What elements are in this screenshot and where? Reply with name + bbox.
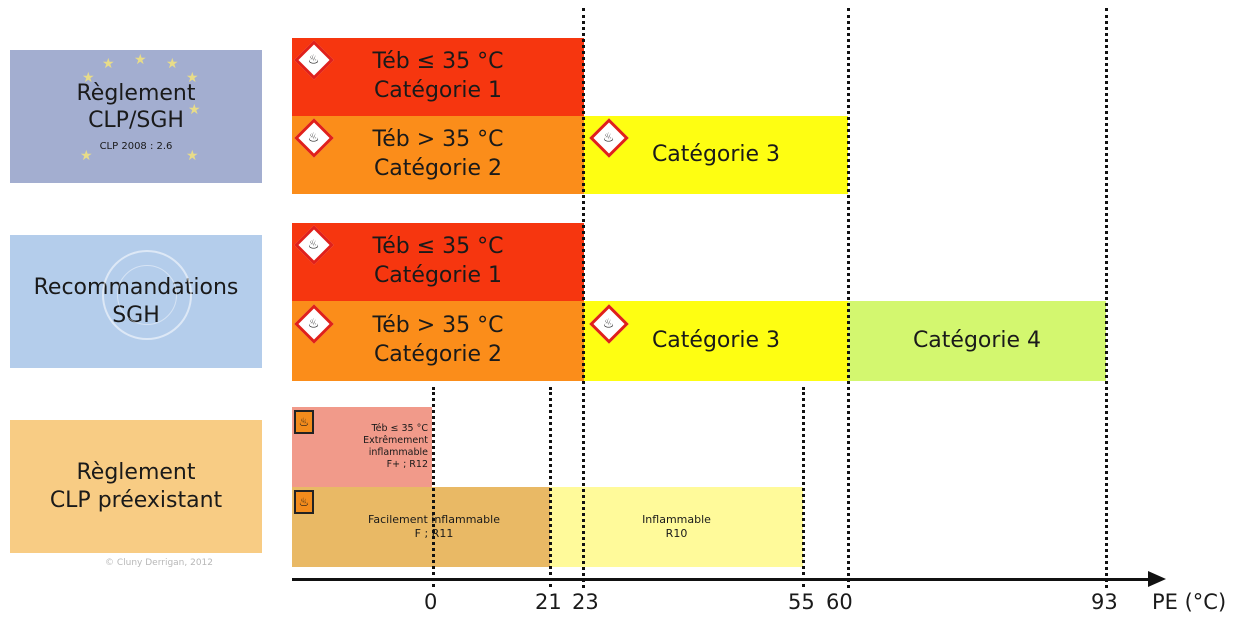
recommandations-cat3-label: Catégorie 3 bbox=[651, 327, 781, 353]
inflammable-line1: Inflammable bbox=[642, 512, 711, 526]
clp-sgh-cat3-label: Catégorie 3 bbox=[651, 141, 781, 167]
axis-arrow-icon bbox=[1148, 571, 1166, 587]
clp-sgh-cat2-bar: Téb > 35 °C Catégorie 2 bbox=[292, 116, 584, 194]
axis-tick-23: 23 bbox=[572, 590, 599, 614]
recommandations-cat4-bar: Catégorie 4 bbox=[848, 301, 1106, 381]
axis-tick-21: 21 bbox=[535, 590, 562, 614]
recommandations-cat1-line1: Téb ≤ 35 °C bbox=[372, 234, 504, 260]
guide-line-93 bbox=[1105, 8, 1108, 588]
clp-sgh-title-line2: CLP/SGH bbox=[88, 108, 184, 134]
recommandations-cat2-bar: Téb > 35 °C Catégorie 2 bbox=[292, 301, 584, 381]
facilement-inflammable-bar: Facilement inflammable F ; R11 bbox=[292, 487, 550, 567]
clp-sgh-cat3-bar: Catégorie 3 bbox=[584, 116, 848, 194]
axis-tick-60: 60 bbox=[826, 590, 853, 614]
inflammable-bar: Inflammable R10 bbox=[550, 487, 803, 567]
un-emblem-inner-icon bbox=[117, 265, 177, 325]
recommandations-cat1-bar: Téb ≤ 35 °C Catégorie 1 bbox=[292, 223, 584, 301]
clp-sgh-label: ★ ★ ★ ★ ★ ★ ★ ★ Règlement CLP/SGH CLP 2008 :… bbox=[10, 50, 262, 183]
preexistant-label: Règlement CLP préexistant bbox=[10, 420, 262, 553]
clp-sgh-cat2-line1: Téb > 35 °C bbox=[372, 127, 504, 153]
flame-square-icon: ♨ bbox=[294, 410, 314, 434]
axis-label: PE (°C) bbox=[1152, 590, 1227, 614]
clp-sgh-reference: CLP 2008 : 2.6 bbox=[99, 140, 173, 152]
recommandations-cat2-line1: Téb > 35 °C bbox=[372, 313, 504, 339]
clp-sgh-cat1-line1: Téb ≤ 35 °C bbox=[372, 49, 504, 75]
inflammable-line2: R10 bbox=[665, 527, 688, 540]
flame-square-icon: ♨ bbox=[294, 490, 314, 514]
axis-tick-0: 0 bbox=[424, 590, 438, 614]
clp-sgh-title-line1: Règlement bbox=[76, 80, 196, 106]
recommandations-cat3-bar: Catégorie 3 bbox=[584, 301, 848, 381]
un-emblem-icon bbox=[102, 250, 192, 340]
axis-tick-93: 93 bbox=[1091, 590, 1118, 614]
clp-sgh-cat1-bar: Téb ≤ 35 °C Catégorie 1 bbox=[292, 38, 584, 116]
guide-line-60 bbox=[847, 8, 850, 588]
preexistant-title-line1: Règlement bbox=[76, 460, 196, 485]
clp-sgh-cat1-line2: Catégorie 1 bbox=[373, 78, 503, 103]
guide-line-23 bbox=[582, 8, 585, 588]
extreme-line4: F+ ; R12 bbox=[386, 458, 428, 470]
extreme-line1: Téb ≤ 35 °C bbox=[371, 423, 428, 435]
pe-axis bbox=[292, 578, 1150, 581]
guide-line-21 bbox=[549, 387, 552, 587]
recommandations-cat1-line2: Catégorie 1 bbox=[373, 263, 503, 288]
axis-tick-55: 55 bbox=[788, 590, 815, 614]
extreme-line3: inflammable bbox=[368, 447, 428, 458]
extreme-inflammable-bar: Téb ≤ 35 °C Extrêmement inflammable F+ ;… bbox=[292, 407, 432, 487]
recommandations-cat4-label: Catégorie 4 bbox=[912, 327, 1042, 353]
clp-sgh-cat2-line2: Catégorie 2 bbox=[373, 156, 503, 181]
guide-line-55 bbox=[802, 387, 805, 587]
guide-line-0 bbox=[432, 387, 435, 587]
recommandations-cat2-line2: Catégorie 2 bbox=[373, 342, 503, 367]
preexistant-title-line2: CLP préexistant bbox=[49, 487, 223, 513]
credit-text: © Cluny Derrigan, 2012 bbox=[105, 558, 214, 568]
extreme-line2: Extrêmement bbox=[363, 435, 428, 447]
